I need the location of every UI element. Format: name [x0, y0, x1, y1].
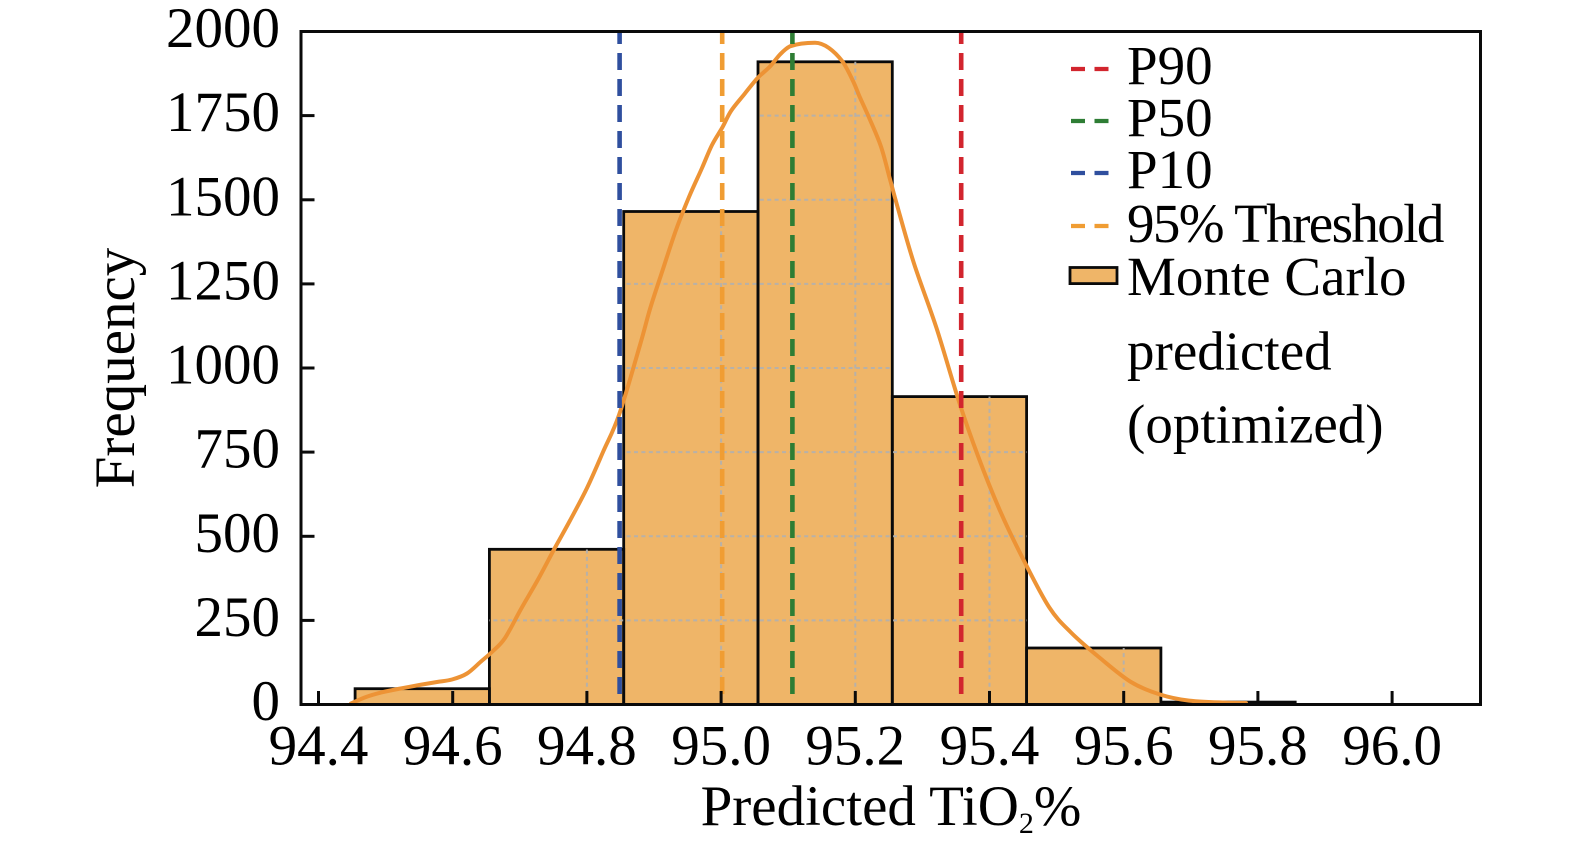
svg-text:250: 250 [195, 586, 281, 649]
svg-text:95.4: 95.4 [940, 715, 1040, 778]
svg-text:95.2: 95.2 [805, 715, 905, 778]
svg-text:2000: 2000 [166, 0, 280, 60]
svg-text:1500: 1500 [166, 165, 280, 228]
svg-text:95.0: 95.0 [671, 715, 771, 778]
svg-text:P90: P90 [1127, 35, 1213, 96]
svg-text:94.8: 94.8 [537, 715, 637, 778]
svg-text:1750: 1750 [166, 81, 280, 144]
svg-text:500: 500 [195, 502, 281, 565]
svg-text:Predicted TiO2%: Predicted TiO2% [701, 775, 1082, 840]
svg-text:96.0: 96.0 [1342, 715, 1442, 778]
svg-text:P50: P50 [1127, 87, 1213, 148]
svg-text:750: 750 [195, 418, 281, 481]
svg-text:95% Threshold: 95% Threshold [1127, 193, 1444, 254]
svg-text:P10: P10 [1127, 139, 1213, 200]
svg-text:Frequency: Frequency [84, 247, 147, 488]
svg-text:0: 0 [252, 670, 281, 733]
svg-text:95.6: 95.6 [1074, 715, 1174, 778]
svg-text:94.4: 94.4 [269, 715, 369, 778]
svg-text:95.8: 95.8 [1208, 715, 1308, 778]
svg-text:(optimized): (optimized) [1127, 394, 1384, 455]
svg-text:Monte Carlo: Monte Carlo [1127, 246, 1407, 307]
svg-text:1250: 1250 [166, 249, 280, 312]
svg-text:predicted: predicted [1127, 321, 1332, 382]
svg-text:1000: 1000 [166, 334, 280, 397]
svg-text:94.6: 94.6 [403, 715, 503, 778]
